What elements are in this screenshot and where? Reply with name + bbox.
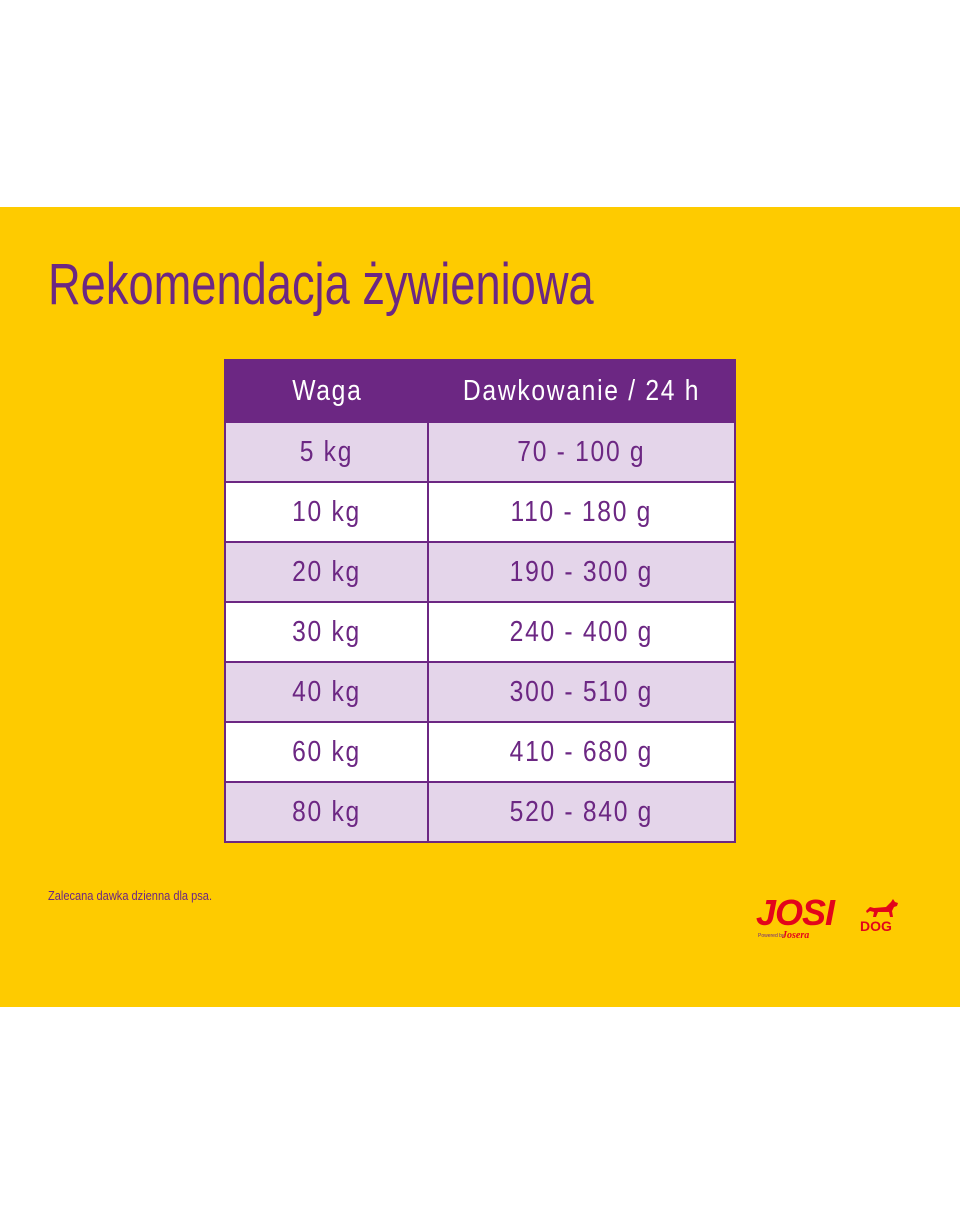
weight-cell: 40 kg [226,663,429,721]
weight-cell: 20 kg [226,543,429,601]
dose-cell: 240 - 400 g [429,603,734,661]
header-dose: Dawkowanie / 24 h [429,361,734,421]
dose-value: 410 - 680 g [509,735,654,768]
dose-cell: 190 - 300 g [429,543,734,601]
header-weight: Waga [226,361,429,421]
weight-value: 20 kg [292,555,361,588]
logo-powered-by: Powered by [758,933,785,939]
logo-sub: DOG [860,918,892,934]
table-row: 20 kg 190 - 300 g [226,541,734,601]
feeding-banner: Rekomendacja żywieniowa Waga Dawkowanie … [0,207,960,1007]
dose-cell: 520 - 840 g [429,783,734,841]
table-row: 40 kg 300 - 510 g [226,661,734,721]
weight-cell: 80 kg [226,783,429,841]
dog-icon [866,899,898,917]
table-header-row: Waga Dawkowanie / 24 h [226,361,734,421]
header-dose-label: Dawkowanie / 24 h [462,374,701,407]
dose-cell: 70 - 100 g [429,423,734,481]
weight-value: 10 kg [292,495,361,528]
dose-value: 190 - 300 g [509,555,654,588]
dose-value: 110 - 180 g [510,495,653,528]
weight-cell: 60 kg [226,723,429,781]
table-row: 10 kg 110 - 180 g [226,481,734,541]
dose-cell: 110 - 180 g [429,483,734,541]
weight-value: 40 kg [292,675,361,708]
dose-value: 300 - 510 g [509,675,654,708]
weight-cell: 5 kg [226,423,429,481]
dose-cell: 300 - 510 g [429,663,734,721]
daily-dose-note: Zalecana dawka dzienna dla psa. [48,888,213,903]
weight-value: 5 kg [299,435,354,468]
logo-brand: JOSI [756,892,835,933]
dose-value: 70 - 100 g [517,435,646,468]
table-row: 30 kg 240 - 400 g [226,601,734,661]
table-row: 60 kg 410 - 680 g [226,721,734,781]
page-title: Rekomendacja żywieniowa [48,252,594,317]
table-row: 5 kg 70 - 100 g [226,421,734,481]
weight-cell: 30 kg [226,603,429,661]
dose-value: 240 - 400 g [509,615,654,648]
dose-value: 520 - 840 g [509,795,654,828]
weight-value: 60 kg [292,735,361,768]
weight-value: 80 kg [292,795,361,828]
josidog-logo: JOSI DOG Powered by Josera [756,895,906,945]
feeding-table: Waga Dawkowanie / 24 h 5 kg 70 - 100 g 1… [224,359,736,843]
weight-value: 30 kg [292,615,361,648]
table-row: 80 kg 520 - 840 g [226,781,734,841]
weight-cell: 10 kg [226,483,429,541]
dose-cell: 410 - 680 g [429,723,734,781]
header-weight-label: Waga [292,374,363,407]
logo-maker: Josera [782,930,810,941]
